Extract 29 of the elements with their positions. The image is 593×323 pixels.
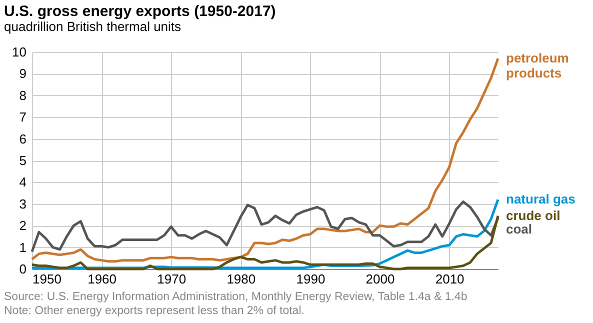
- line-series: [30, 57, 500, 263]
- x-tick-label: 1970: [157, 272, 186, 286]
- text: Note: Other energy exports represent less than 2% of total.: [4, 304, 306, 318]
- chart-subtitle: quadrillion British thermal units: [4, 19, 182, 34]
- x-tick-label: 1950: [32, 272, 62, 286]
- x-tick-label: 1960: [88, 272, 117, 286]
- x-tick-label: 1980: [226, 272, 256, 286]
- y-tick-label: 3: [19, 196, 26, 212]
- series-label: crude oil: [506, 208, 560, 223]
- y-tick-label: 7: [19, 110, 26, 125]
- y-tick-label: 9: [19, 66, 26, 82]
- y-tick-label: 4: [19, 174, 26, 190]
- chart-title: U.S. gross energy exports (1950-2017): [4, 3, 276, 20]
- y-tick-label: 6: [19, 131, 26, 146]
- y-tick-label: 10: [12, 44, 26, 60]
- x-tick-label: 1990: [296, 272, 326, 286]
- x-tick-label: 2000: [366, 272, 395, 286]
- series-label: petroleum products: [506, 50, 569, 81]
- source-note: Source: U.S. Energy Information Administration, Monthly Energy Review, Table 1.4a & 1.4b: [4, 290, 468, 304]
- y-tick-label: 5: [19, 153, 26, 168]
- x-tick-label: 2010: [435, 272, 464, 286]
- line-series: [30, 214, 500, 270]
- y-tick-label: 1: [19, 240, 26, 255]
- series-label: coal: [506, 221, 532, 236]
- y-tick-label: 0: [19, 262, 26, 276]
- series-label: natural gas: [506, 192, 576, 207]
- y-tick-label: 8: [19, 88, 26, 103]
- line-series: [30, 200, 500, 253]
- y-tick-label: 2: [19, 218, 26, 234]
